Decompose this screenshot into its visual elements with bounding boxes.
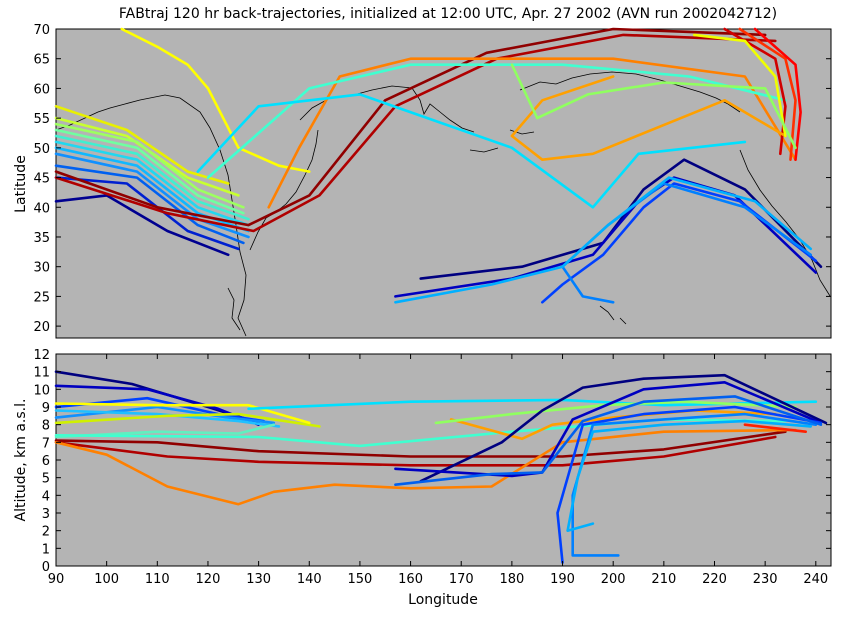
altitude-trajectory-19 <box>556 405 823 564</box>
altitude-trajectory-22 <box>394 395 823 487</box>
map-trajectory-22 <box>692 33 787 138</box>
altitude-trajectory-17 <box>419 373 828 483</box>
north-america-west-coast <box>739 149 831 297</box>
map-trajectory-13 <box>54 27 767 227</box>
altitude-y-tick-label: 3 <box>42 507 50 522</box>
map-trajectory-24 <box>419 158 823 280</box>
x-tick-label: 110 <box>145 572 170 587</box>
altitude-y-tick-label: 5 <box>42 472 50 487</box>
map-y-tick-label: 55 <box>33 112 50 127</box>
altitude-trajectory-20 <box>571 412 818 557</box>
map-trajectory-1 <box>120 27 311 173</box>
map-y-tick-label: 65 <box>33 53 50 68</box>
x-tick-label: 130 <box>246 572 271 587</box>
x-tick-label: 180 <box>499 572 524 587</box>
x-axis-label: Longitude <box>408 592 478 608</box>
altitude-trajectory-10 <box>54 418 787 448</box>
map-trajectory-9 <box>54 152 250 239</box>
map-y-tick-label: 40 <box>33 201 50 216</box>
map-trajectory-23 <box>510 63 797 150</box>
map-trajectory-4 <box>54 122 245 209</box>
x-tick-label: 120 <box>196 572 221 587</box>
hawaii-islands <box>599 305 627 325</box>
altitude-y-tick-label: 4 <box>42 489 50 504</box>
altitude-y-tick-label: 0 <box>42 560 50 575</box>
altitude-x-ticks: 90 100 110 120 130 140 150 160 170 180 190 200 210 22… <box>48 354 828 587</box>
taiwan-coast <box>227 287 241 331</box>
map-plot-area <box>55 28 832 339</box>
map-trajectory-5 <box>54 128 245 215</box>
map-y-tick-label: 60 <box>33 82 50 97</box>
x-tick-label: 230 <box>753 572 778 587</box>
map-trajectory-8 <box>54 146 250 233</box>
altitude-y-tick-label: 9 <box>42 401 50 416</box>
altitude-plot-area <box>55 353 832 567</box>
altitude-y-tick-label: 1 <box>42 542 50 557</box>
altitude-y-tick-label: 6 <box>42 454 50 469</box>
altitude-y-tick-label: 7 <box>42 436 50 451</box>
chart-title: FABtraj 120 hr back-trajectories, initia… <box>119 6 777 22</box>
x-tick-label: 190 <box>550 572 575 587</box>
map-trajectory-17 <box>196 93 747 209</box>
altitude-trajectory-18 <box>394 380 823 478</box>
x-tick-label: 220 <box>702 572 727 587</box>
map-y-tick-label: 50 <box>33 142 50 157</box>
asia-east-coast <box>55 94 247 337</box>
x-tick-label: 170 <box>449 572 474 587</box>
x-tick-label: 240 <box>803 572 828 587</box>
altitude-y-axis-label: Altitude, km a.s.l. <box>13 399 29 522</box>
altitude-y-tick-label: 8 <box>42 419 50 434</box>
altitude-trajectory-21 <box>566 419 813 533</box>
altitude-trajectory-7 <box>54 412 321 428</box>
altitude-y-tick-label: 10 <box>33 383 50 398</box>
map-trajectory-26 <box>540 182 818 304</box>
alaska-coast <box>519 71 741 113</box>
x-tick-label: 150 <box>348 572 373 587</box>
map-y-tick-label: 45 <box>33 172 50 187</box>
x-tick-label: 90 <box>48 572 65 587</box>
map-y-tick-label: 20 <box>33 320 50 335</box>
x-tick-label: 200 <box>601 572 626 587</box>
map-trajectory-21 <box>510 75 787 161</box>
map-trajectory-12 <box>54 194 230 257</box>
map-trajectory-20 <box>723 27 787 156</box>
aleutian-islands <box>469 129 535 153</box>
map-y-tick-label: 70 <box>33 23 50 38</box>
x-tick-label: 210 <box>651 572 676 587</box>
altitude-y-tick-label: 11 <box>33 366 50 381</box>
altitude-trajectory-12 <box>54 435 777 467</box>
x-tick-label: 140 <box>297 572 322 587</box>
map-y-axis-label: Latitude <box>13 155 29 213</box>
map-trajectory-15 <box>267 57 797 209</box>
map-trajectory-18 <box>738 27 797 161</box>
x-tick-label: 100 <box>94 572 119 587</box>
map-y-tick-label: 30 <box>33 261 50 276</box>
map-trajectory-6 <box>54 134 250 221</box>
map-y-tick-label: 25 <box>33 290 50 305</box>
map-y-ticks: 20 25 30 35 40 45 50 55 60 65 70 <box>33 23 831 335</box>
altitude-trajectory-11 <box>54 430 787 458</box>
altitude-y-tick-label: 2 <box>42 525 50 540</box>
map-trajectories <box>54 27 823 304</box>
altitude-trajectory-5 <box>54 409 281 428</box>
map-y-tick-label: 35 <box>33 231 50 246</box>
map-trajectory-14 <box>54 33 777 233</box>
x-tick-label: 160 <box>398 572 423 587</box>
altitude-trajectory-14 <box>743 423 808 434</box>
map-trajectory-28 <box>394 176 813 304</box>
altitude-y-tick-label: 12 <box>33 348 50 363</box>
map-panel: 20 25 30 35 40 45 50 55 60 65 70 Latitude <box>13 23 832 339</box>
map-trajectory-19 <box>753 27 802 161</box>
altitude-trajectory-8 <box>54 402 311 425</box>
altitude-trajectory-6 <box>54 423 276 439</box>
map-trajectory-10 <box>54 164 245 245</box>
altitude-trajectories <box>54 370 828 564</box>
altitude-trajectory-13 <box>54 428 797 506</box>
map-trajectory-7 <box>54 140 250 227</box>
